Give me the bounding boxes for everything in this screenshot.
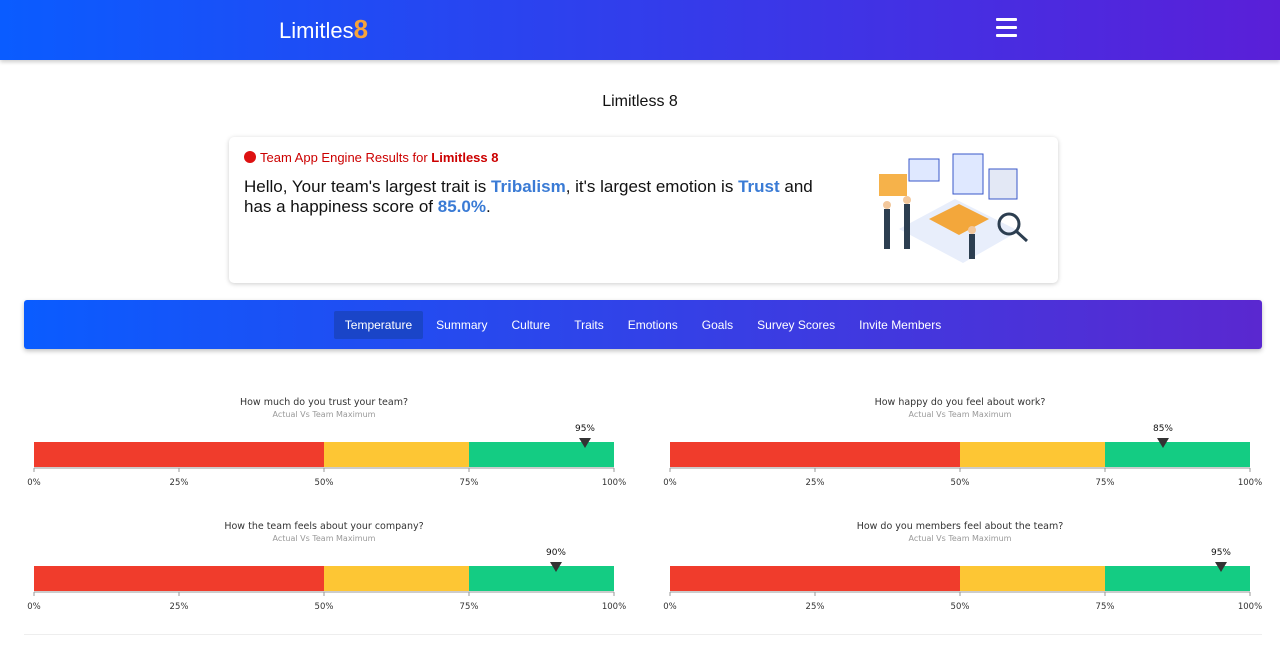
tick-label: 50% xyxy=(315,478,334,488)
value-marker xyxy=(550,562,562,572)
results-card: Team App Engine Results for Limitless 8 … xyxy=(229,137,1058,283)
tab-bar: Temperature Summary Culture Traits Emotions G… xyxy=(24,300,1262,349)
gauge-title: How much do you trust your team? xyxy=(240,397,408,408)
gauge-segment xyxy=(469,442,614,467)
tick-label: 75% xyxy=(460,602,479,612)
gauge-segment xyxy=(1105,442,1250,467)
gauge-segment xyxy=(960,442,1105,467)
logo[interactable]: Limitles8 xyxy=(279,14,368,45)
gauge-segment xyxy=(34,566,324,591)
tab[interactable]: Traits xyxy=(574,317,604,332)
gauge-subtitle: Actual Vs Team Maximum xyxy=(273,534,376,543)
gauge-subtitle: Actual Vs Team Maximum xyxy=(273,410,376,419)
tick-label: 75% xyxy=(460,478,479,488)
tab[interactable]: Goals xyxy=(701,317,734,332)
gauge-segment xyxy=(324,566,469,591)
tick-label: 25% xyxy=(170,602,189,612)
tick-label: 0% xyxy=(27,478,41,488)
tab[interactable]: Culture xyxy=(511,317,551,332)
tick-label: 25% xyxy=(170,478,189,488)
gauges: How much do you trust your team? Actual V… xyxy=(27,397,1262,612)
value-label: 90% xyxy=(546,548,566,558)
tick-label: 0% xyxy=(27,602,41,612)
tick-label: 100% xyxy=(1238,478,1262,488)
tick-label: 0% xyxy=(663,602,677,612)
tab[interactable]: Emotions xyxy=(627,317,678,332)
value-marker xyxy=(579,438,591,448)
mid2: and has a happiness score of xyxy=(244,177,813,216)
gauge-segment xyxy=(670,566,960,591)
trait: Tribalism xyxy=(491,177,566,196)
emotion: Trust xyxy=(738,177,780,196)
gauge-segment xyxy=(469,566,614,591)
gauge-title: How happy do you feel about work? xyxy=(875,397,1046,408)
mid: , it's largest emotion is xyxy=(565,177,734,196)
tick-label: 100% xyxy=(602,478,626,488)
tick-label: 100% xyxy=(602,602,626,612)
value-label: 95% xyxy=(1211,548,1231,558)
top-bar: Limitles8 xyxy=(0,0,1280,60)
tab[interactable]: Invite Members xyxy=(859,317,942,332)
tab[interactable]: Temperature xyxy=(333,310,424,339)
card-text: Hello, Your team's largest trait is Trib… xyxy=(244,177,834,217)
gauge-segment xyxy=(670,442,960,467)
logo-mark: 8 xyxy=(353,14,369,44)
tick-label: 0% xyxy=(663,478,677,488)
value-marker xyxy=(1157,438,1169,448)
gauge-title: How the team feels about your company? xyxy=(224,521,423,532)
logo-text: Limitles xyxy=(279,18,354,43)
gauge-segment xyxy=(34,442,324,467)
tick-label: 50% xyxy=(315,602,334,612)
gauge-segment xyxy=(324,442,469,467)
value-marker xyxy=(1215,562,1227,572)
tab[interactable]: Survey Scores xyxy=(757,317,836,332)
page-title: Limitless 8 xyxy=(602,93,678,110)
gauge-subtitle: Actual Vs Team Maximum xyxy=(909,534,1012,543)
illustration xyxy=(879,153,1029,263)
gauge-title: How do you members feel about the team? xyxy=(857,521,1064,532)
tick-label: 100% xyxy=(1238,602,1262,612)
heading-text: Team App Engine Results for xyxy=(260,150,428,165)
divider xyxy=(24,634,1262,635)
gauge-segment xyxy=(1105,566,1250,591)
score: 85.0% xyxy=(437,197,486,216)
heading-team: Limitless 8 xyxy=(431,150,499,165)
tick-label: 75% xyxy=(1096,602,1115,612)
value-label: 85% xyxy=(1153,424,1173,434)
card-heading: Team App Engine Results for Limitless 8 xyxy=(244,150,498,165)
end: . xyxy=(485,197,491,216)
tab[interactable]: Summary xyxy=(436,317,488,332)
menu-button[interactable] xyxy=(996,18,1017,42)
gauge-segment xyxy=(960,566,1105,591)
tick-label: 75% xyxy=(1096,478,1115,488)
tick-label: 50% xyxy=(951,602,970,612)
tick-label: 25% xyxy=(806,602,825,612)
tick-label: 50% xyxy=(951,478,970,488)
value-label: 95% xyxy=(575,424,595,434)
gauge-subtitle: Actual Vs Team Maximum xyxy=(909,410,1012,419)
tick-label: 25% xyxy=(806,478,825,488)
intro: Hello, Your team's largest trait is xyxy=(244,177,487,196)
